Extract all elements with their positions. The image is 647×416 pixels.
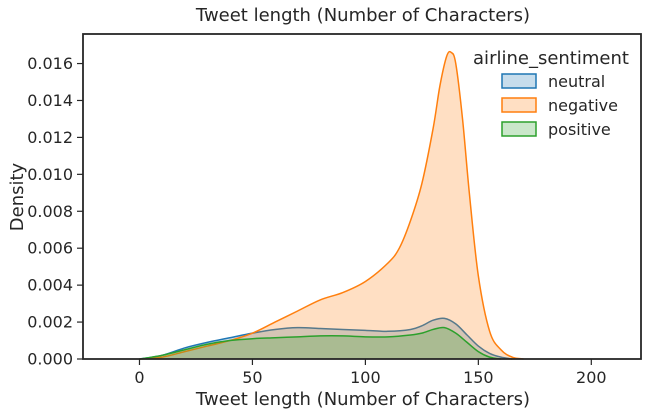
density-area-neutral bbox=[139, 318, 513, 359]
y-tick-label: 0.016 bbox=[27, 54, 73, 73]
x-axis-label: Tweet length (Number of Characters) bbox=[195, 389, 530, 410]
x-tick-label: 200 bbox=[576, 368, 607, 387]
legend-swatch-negative bbox=[501, 97, 537, 113]
plot-area bbox=[139, 50, 524, 360]
chart-title: Tweet length (Number of Characters) bbox=[195, 5, 530, 26]
density-area-negative bbox=[139, 51, 524, 359]
y-tick-label: 0.006 bbox=[27, 239, 73, 258]
y-tick-label: 0.012 bbox=[27, 128, 73, 147]
x-tick-label: 100 bbox=[350, 368, 381, 387]
legend-label-neutral: neutral bbox=[548, 72, 605, 91]
legend: airline_sentiment neutral negative positiv… bbox=[473, 48, 629, 139]
y-tick-label: 0.008 bbox=[27, 202, 73, 221]
legend-label-positive: positive bbox=[548, 120, 611, 139]
y-axis-label: Density bbox=[7, 162, 28, 231]
y-axis-ticks: 0.000 0.002 0.004 0.006 0.008 0.010 0.012 0.014… bbox=[27, 54, 83, 369]
x-tick-label: 50 bbox=[242, 368, 262, 387]
plot-frame bbox=[82, 33, 642, 360]
y-tick-label: 0.010 bbox=[27, 165, 73, 184]
y-tick-label: 0.004 bbox=[27, 276, 73, 295]
x-tick-label: 0 bbox=[134, 368, 144, 387]
y-tick-label: 0.000 bbox=[27, 350, 73, 369]
x-tick-label: 150 bbox=[463, 368, 494, 387]
x-axis-ticks: 0 50 100 150 200 bbox=[134, 359, 607, 387]
legend-swatch-positive bbox=[501, 121, 537, 137]
density-line-positive bbox=[139, 326, 502, 360]
y-tick-label: 0.002 bbox=[27, 313, 73, 332]
y-tick-label: 0.014 bbox=[27, 91, 73, 110]
density-line-negative bbox=[139, 50, 524, 360]
legend-swatch-neutral bbox=[501, 73, 537, 89]
density-line-neutral bbox=[139, 317, 513, 360]
legend-title: airline_sentiment bbox=[473, 48, 629, 69]
legend-label-negative: negative bbox=[548, 96, 618, 115]
